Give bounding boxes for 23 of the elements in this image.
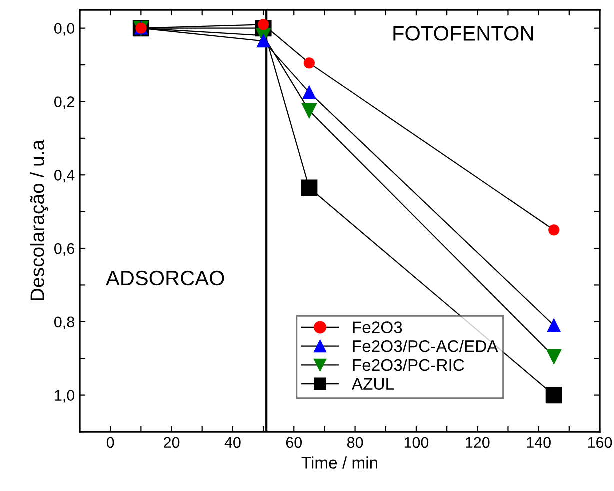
x-tick-label: 100 <box>404 437 429 448</box>
annotation: FOTOFENTON <box>394 26 534 41</box>
y-axis-title: Descolaração / u.a <box>30 140 48 300</box>
y-tick-label: 0,0 <box>54 23 75 36</box>
y-tick-label: 1,0 <box>55 390 75 403</box>
x-tick-label: 60 <box>286 437 302 448</box>
annotation: ADSORCAO <box>106 270 224 286</box>
x-tick-label: 120 <box>466 437 490 448</box>
y-tick-label: 0,2 <box>54 96 74 110</box>
x-tick-label: 140 <box>527 437 551 448</box>
x-tick-label: 40 <box>224 437 241 448</box>
x-tick-label: 80 <box>347 437 364 448</box>
y-tick-label: 0,8 <box>54 316 74 330</box>
x-tick-label: 0 <box>106 437 114 448</box>
y-tick-label: 0,6 <box>54 243 74 256</box>
x-axis-title: Time / min <box>302 456 378 469</box>
x-tick-label: 160 <box>588 437 612 448</box>
y-tick-label: 0,4 <box>54 170 75 183</box>
legend-label: Fe2O3 <box>353 322 402 334</box>
x-tick-label: 20 <box>164 437 180 448</box>
legend-label: Fe2O3/PC-AC/EDA <box>353 340 498 352</box>
legend-label: Fe2O3/PC-RIC <box>353 358 464 372</box>
legend-label: AZUL <box>352 378 394 390</box>
